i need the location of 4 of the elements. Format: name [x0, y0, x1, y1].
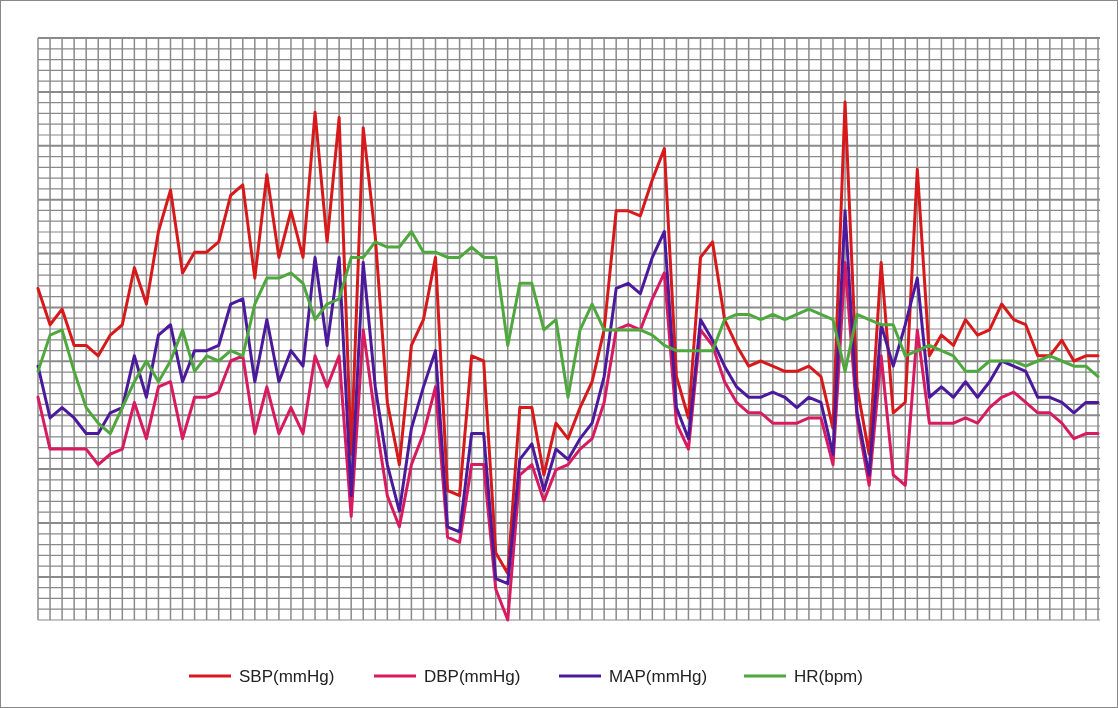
legend-label: DBP(mmHg) [424, 667, 521, 686]
legend-label: HR(bpm) [794, 667, 863, 686]
legend-label: SBP(mmHg) [239, 667, 335, 686]
legend-label: MAP(mmHg) [609, 667, 708, 686]
